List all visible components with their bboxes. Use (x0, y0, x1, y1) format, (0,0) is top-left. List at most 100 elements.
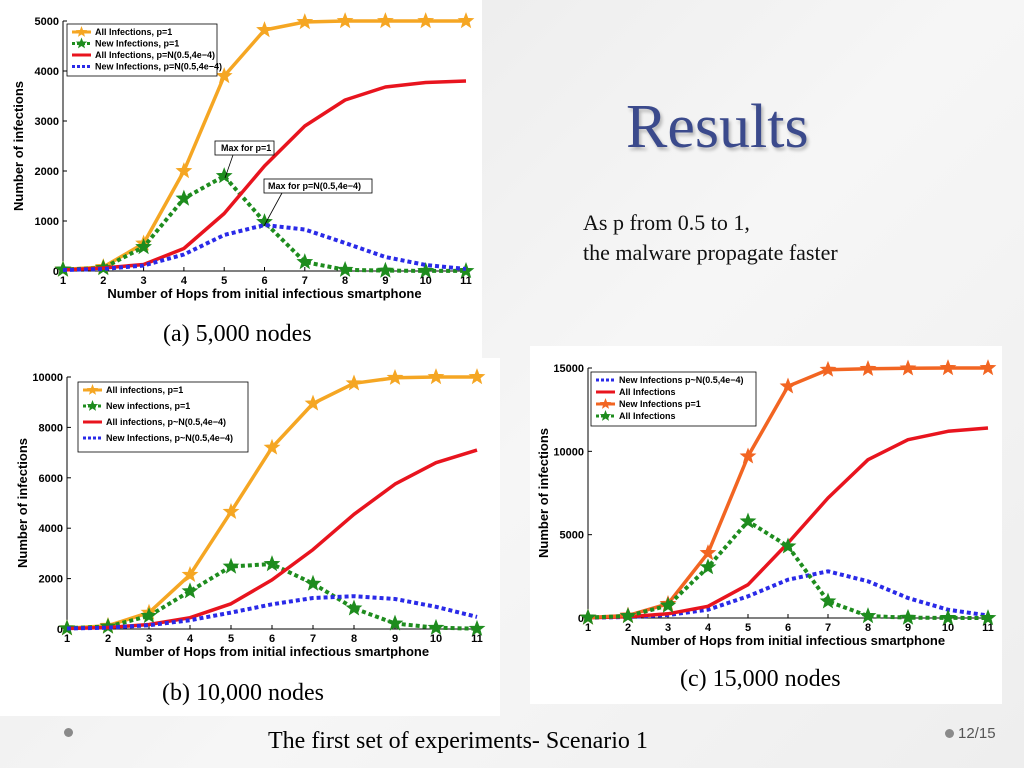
x-tick-label: 1 (60, 275, 66, 287)
data-point (386, 614, 404, 631)
data-point (457, 262, 475, 279)
legend-label: All Infections (619, 411, 676, 421)
x-axis-label: Number of Hops from initial infectious s… (631, 633, 945, 648)
legend-marker (599, 410, 612, 421)
chart-caption-a: (a) 5,000 nodes (163, 321, 312, 347)
data-point (377, 261, 394, 278)
data-point (263, 438, 281, 455)
data-point (417, 262, 435, 278)
data-point (699, 558, 717, 575)
data-point (336, 260, 354, 277)
legend-label: All infections, p~N(0.5,4e−4) (106, 417, 226, 427)
y-tick-label: 1000 (35, 216, 59, 228)
x-tick-label: 7 (310, 633, 316, 645)
x-tick-label: 3 (665, 622, 671, 634)
y-tick-label: 0 (53, 266, 59, 278)
data-point (222, 557, 240, 574)
y-axis-label: Number of infections (15, 438, 30, 568)
x-tick-label: 4 (705, 622, 712, 634)
data-point (181, 582, 199, 599)
x-tick-label: 10 (942, 622, 954, 634)
data-point (468, 619, 486, 636)
data-point (619, 607, 637, 624)
legend-label: New Infections p=1 (619, 399, 701, 409)
chart-b: 0 2000 4000 6000 8000 10000 1 2 3 4 5 6 7 8 9 10 11 Numbe… (15, 368, 486, 659)
legend-label: New Infections, p=N(0.5,4e−4) (95, 62, 222, 72)
slide-text-line-2: the malware propagate faster (583, 240, 838, 265)
legend-box (66, 23, 218, 77)
legend-label: All infections, p=1 (106, 385, 183, 395)
data-point (140, 607, 158, 624)
annotation-label: Max for p=1 (221, 143, 271, 153)
series-line-1 (62, 174, 466, 273)
x-tick-label: 5 (228, 633, 234, 645)
x-tick-label: 11 (471, 633, 483, 645)
x-axis-label: Number of Hops from initial infectious s… (115, 644, 429, 659)
chart-c: 0 5000 10000 15000 1 2 3 4 5 6 7 8 9 10 11 Number of Ho… (536, 359, 997, 648)
y-tick-label: 10000 (553, 446, 584, 458)
x-tick-label: 2 (100, 275, 106, 287)
data-point (579, 608, 597, 625)
data-point (939, 609, 957, 626)
y-axis-label: Number of infections (536, 428, 551, 558)
y-tick-label: 6000 (39, 473, 63, 485)
legend-label: New Infections, p=1 (95, 39, 179, 49)
data-point (386, 368, 404, 385)
x-tick-label: 10 (430, 633, 442, 645)
legend-label: New infections, p=1 (106, 401, 190, 411)
data-point (739, 512, 757, 529)
y-tick-label: 15000 (553, 363, 584, 375)
data-point (417, 12, 435, 29)
data-point (427, 618, 445, 635)
series-line-1 (587, 426, 989, 620)
x-tick-label: 2 (105, 633, 111, 645)
chart-panel-c: 0 5000 10000 15000 1 2 3 4 5 6 7 8 9 10 11 Number of Ho… (530, 346, 1002, 704)
x-tick-label: 8 (342, 275, 348, 287)
legend-label: All Infections, p=1 (95, 27, 172, 37)
annotation-box (214, 140, 275, 156)
x-tick-label: 2 (625, 622, 631, 634)
legend-label: All Infections, p=N(0.5,4e−4) (95, 50, 215, 60)
y-axis-label: Number of infections (11, 81, 26, 211)
data-point (175, 162, 193, 179)
data-point (739, 447, 757, 464)
y-tick-label: 10000 (32, 372, 63, 384)
data-point (345, 374, 363, 391)
x-axis-label: Number of Hops from initial infectious s… (107, 286, 421, 301)
annotation-arrow (263, 192, 283, 227)
data-point (859, 607, 877, 624)
data-point (135, 238, 152, 255)
legend-label: New Infections p~N(0.5,4e−4) (619, 375, 744, 385)
data-point (215, 67, 233, 84)
data-point (939, 359, 957, 376)
data-point (304, 574, 322, 591)
data-point (222, 502, 240, 519)
annotation-label: Max for p=N(0.5,4e−4) (268, 181, 361, 191)
x-tick-label: 6 (785, 622, 791, 634)
data-point (457, 12, 475, 29)
legend-box (590, 371, 757, 427)
y-tick-label: 5000 (560, 530, 584, 542)
x-tick-label: 4 (181, 275, 188, 287)
data-point (215, 167, 233, 184)
data-point (296, 253, 314, 270)
chart-caption-b: (b) 10,000 nodes (162, 680, 324, 706)
x-tick-label: 11 (460, 275, 472, 287)
data-point (899, 608, 917, 625)
x-tick-label: 6 (261, 275, 267, 287)
x-tick-label: 5 (221, 275, 227, 287)
data-point (779, 377, 797, 394)
legend-marker (75, 26, 88, 37)
legend-label: All Infections (619, 387, 676, 397)
y-tick-label: 0 (578, 613, 584, 625)
chart-panel-b: 0 2000 4000 6000 8000 10000 1 2 3 4 5 6 7 8 9 10 11 Numbe… (0, 358, 500, 716)
data-point (336, 12, 354, 29)
x-tick-label: 5 (745, 622, 751, 634)
x-tick-label: 1 (64, 633, 70, 645)
x-tick-label: 10 (420, 275, 432, 287)
series-line-3 (62, 223, 467, 272)
data-point (345, 599, 363, 616)
x-tick-label: 11 (982, 622, 994, 634)
data-point (659, 596, 677, 613)
x-tick-label: 8 (351, 633, 357, 645)
